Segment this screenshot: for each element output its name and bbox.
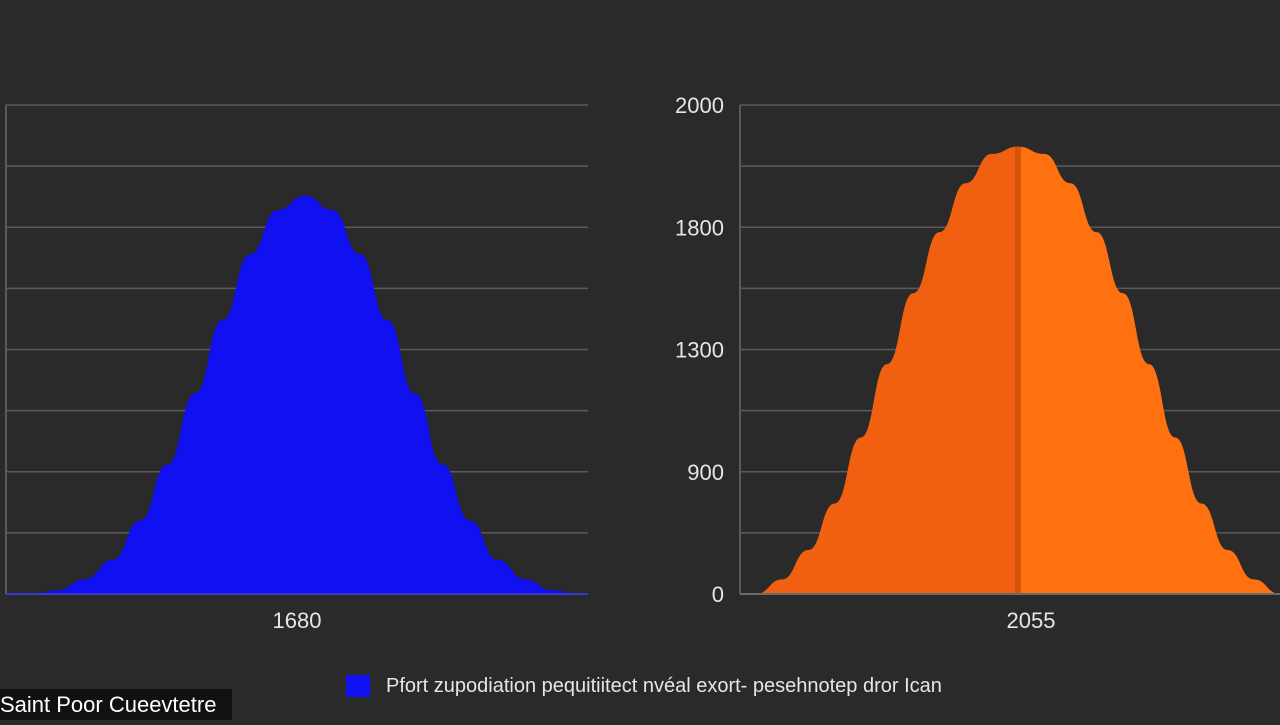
y-tick-label: 900 <box>687 460 724 485</box>
y-tick-label: 1300 <box>675 338 724 363</box>
legend: Pfort zupodiation pequitiitect nvéal exo… <box>346 674 942 698</box>
legend-swatch <box>346 675 370 697</box>
y-tick-label: 0 <box>712 582 724 607</box>
x-axis-label: 2055 <box>1007 608 1056 633</box>
series-area <box>30 195 580 594</box>
y-tick-label: 1800 <box>675 215 724 240</box>
caption-label: Saint Poor Cueevtetre <box>0 689 233 720</box>
y-tick-label: 2000 <box>675 93 724 118</box>
x-axis-label: 1680 <box>273 608 322 633</box>
legend-label: Pfort zupodiation pequitiitect nvéal exo… <box>386 674 942 697</box>
